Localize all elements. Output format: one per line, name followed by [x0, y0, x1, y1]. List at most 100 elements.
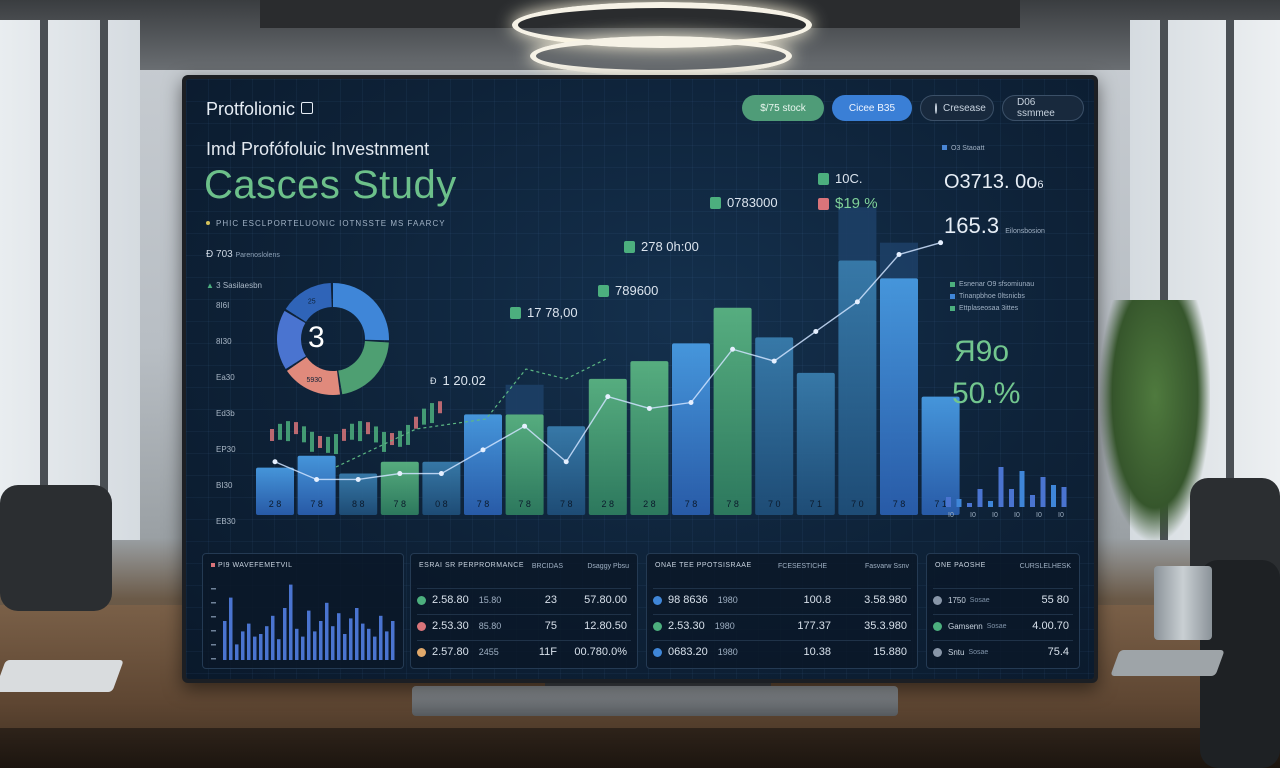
donut-center-value: 3 — [308, 321, 325, 354]
mini-bar-label: I0 — [1014, 512, 1020, 519]
monitor-stand-base — [412, 686, 898, 716]
trend-point — [314, 476, 320, 482]
trend-point — [938, 240, 944, 246]
table-cell: Sntu — [948, 647, 965, 657]
table-cell: 2.57.80 — [432, 646, 469, 658]
table-row[interactable]: Gamsenn Sosae 4.00.70 — [933, 614, 1073, 637]
table-cell: 23 — [544, 594, 557, 606]
table-row[interactable]: 2.58.80 15.80 23 57.80.00 — [417, 588, 631, 611]
table-cell: 10.38 — [803, 646, 831, 658]
histogram-bar — [325, 602, 329, 660]
histogram-bar — [289, 584, 293, 660]
axis-tick-label: EP30 — [216, 445, 236, 454]
trend-point — [438, 471, 444, 477]
histogram-bar — [355, 608, 359, 660]
trend-point — [272, 459, 278, 465]
row-status-icon — [653, 595, 662, 605]
histogram-tick — [211, 644, 216, 646]
table-cell: Sosae — [969, 596, 990, 604]
axis-tick-label: EB30 — [216, 517, 236, 526]
row-status-icon — [417, 621, 426, 631]
trend-point — [522, 423, 528, 429]
table-cell: 2.53.30 — [668, 620, 705, 632]
histogram-tick — [211, 630, 216, 632]
mini-bar-label: I0 — [1036, 512, 1042, 519]
row-status-icon — [933, 621, 942, 631]
table-cell: 15.80 — [478, 595, 502, 605]
table-cell: 75 — [544, 620, 557, 632]
mini-bar-label: I0 — [948, 512, 954, 519]
bar-label: 7 0 — [768, 499, 781, 509]
donut-slice — [333, 283, 389, 341]
panel-title: ONE PAOSHE — [935, 562, 986, 569]
chart-bar — [672, 343, 710, 515]
candlestick — [406, 424, 410, 445]
tagline: PHIC ESCLPORTELUONIC IOTNSSTE MS FAARCY — [206, 219, 446, 228]
trend-point — [771, 358, 777, 364]
mini-bar — [988, 501, 993, 507]
bar-label: 7 8 — [310, 499, 323, 509]
mini-bar — [967, 503, 972, 507]
bar-label: 7 8 — [477, 499, 490, 509]
table-cell: 98 8636 — [668, 594, 708, 606]
histogram-tick — [211, 602, 216, 604]
mini-bar — [1051, 485, 1056, 507]
mini-bar-chart: I0 I0 I0 I0 I0 I0 — [946, 467, 1067, 519]
table-cell: 1980 — [714, 621, 735, 631]
mini-bar — [1061, 487, 1067, 507]
table-row[interactable]: 0683.20 1980 10.38 15.880 — [653, 640, 911, 663]
candlestick — [390, 433, 394, 446]
histogram-bar — [379, 615, 383, 660]
trend-point — [730, 346, 736, 352]
candlestick — [302, 426, 306, 443]
mini-bar — [977, 489, 983, 507]
trend-point — [605, 394, 611, 400]
bar-label: 7 1 — [934, 499, 947, 509]
axis-tick-label: 8I6I — [216, 301, 230, 310]
histogram-bar — [367, 628, 371, 660]
table-row[interactable]: 2.53.30 1980 177.37 35.3.980 — [653, 614, 911, 637]
histogram-tick — [211, 658, 216, 660]
kpi-legend-item: Tinanpbhoe 0ltsnicbs — [950, 293, 1025, 300]
table-cell: 57.80.00 — [584, 594, 627, 606]
histogram-bar — [277, 639, 281, 660]
table-row[interactable]: 2.53.30 85.80 75 12.80.50 — [417, 614, 631, 637]
table-row[interactable]: 98 8636 1980 100.8 3.58.980 — [653, 588, 911, 611]
bar-label: 7 0 — [851, 499, 864, 509]
donut-slice — [285, 283, 332, 322]
row-status-icon — [417, 595, 426, 605]
trend-point — [813, 328, 819, 334]
mini-bar — [946, 497, 951, 507]
histogram-bar — [337, 613, 341, 660]
donut-slice — [277, 310, 306, 370]
table-row[interactable]: 1750 Sosae 55 80 — [933, 588, 1073, 611]
histogram-bar — [265, 626, 269, 660]
table-row[interactable]: 2.57.80 2455 11F 00.780.0% — [417, 640, 631, 663]
kpi-legend-item: Esnenar O9 sfsomiunau — [950, 281, 1034, 288]
table-cell: 2455 — [478, 647, 499, 657]
chart-bar — [588, 378, 627, 515]
chart-bar-stack — [505, 384, 544, 415]
left-metric-2: ▲ 3 Sasilaesbn — [206, 281, 262, 290]
bar-label: 8 8 — [352, 499, 365, 509]
candlestick — [382, 431, 386, 452]
price-tag: 17 78,00 — [510, 305, 578, 320]
ceiling-lamp-lower — [530, 36, 792, 76]
nav-button-stock[interactable]: $/75 stock — [742, 95, 824, 121]
histogram-tick — [211, 588, 216, 590]
table-cell: 1980 — [717, 647, 738, 657]
nav-button-summary[interactable]: D06 ssmmee — [1002, 95, 1084, 121]
kpi-big-value-1: Я9o — [954, 335, 1010, 368]
row-status-icon — [653, 647, 662, 657]
axis-tick-label: 8I30 — [216, 337, 232, 346]
table-cell: 12.80.50 — [584, 620, 627, 632]
table-row[interactable]: Sntu Sosae 75.4 — [933, 640, 1073, 663]
chart-bar — [422, 461, 461, 515]
nav-button-case[interactable]: Cicee B35 — [832, 95, 912, 121]
chart-bar-stack — [838, 207, 877, 261]
histogram-bar — [391, 621, 395, 660]
histogram-bar — [319, 621, 323, 660]
chart-bar — [838, 260, 877, 515]
chart-bar — [630, 361, 669, 515]
nav-button-cresease[interactable]: Cresease — [920, 95, 994, 121]
